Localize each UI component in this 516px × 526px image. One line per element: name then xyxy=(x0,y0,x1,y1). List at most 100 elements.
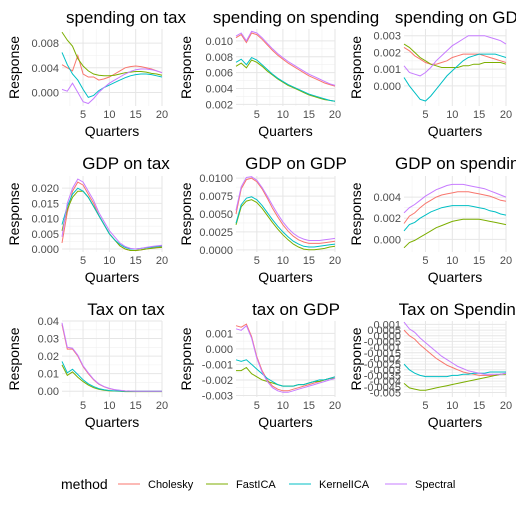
x-tick-label: 10 xyxy=(103,255,115,267)
x-tick-label: 10 xyxy=(277,400,289,412)
y-tick-label: 0.000 xyxy=(205,344,233,356)
y-tick-label: 0.002 xyxy=(205,99,233,111)
legend-item-cholesky: Cholesky xyxy=(118,479,194,491)
y-tick-label: 0.020 xyxy=(31,183,59,195)
y-tick-label: -0.0025 xyxy=(364,359,401,371)
panel-title: spending on tax xyxy=(66,8,187,27)
y-tick-label: 0.0025 xyxy=(199,227,233,239)
y-tick-label: 0.0000 xyxy=(199,245,233,257)
y-tick-label: 0.000 xyxy=(373,331,401,343)
x-tick-label: 10 xyxy=(277,255,289,267)
y-tick-label: 0.000 xyxy=(373,81,401,93)
y-tick-label: -0.002 xyxy=(370,353,401,365)
series-line-cholesky xyxy=(235,32,336,87)
panel-9: 5 10 15 20-0.005-0.0045-0.004-0.0035-0.003-… xyxy=(348,300,516,430)
x-tick-label: 20 xyxy=(156,109,168,121)
x-tick-label: 15 xyxy=(473,400,485,412)
x-tick-label: 20 xyxy=(329,400,341,412)
legend-label: KernelICA xyxy=(319,479,370,491)
legend-item-spectral: Spectral xyxy=(385,479,455,491)
y-tick-label: 0.02 xyxy=(38,351,59,363)
y-tick-label: 0.000 xyxy=(31,87,59,99)
panel-title: spending on spending xyxy=(213,8,379,27)
y-tick-label: 0.005 xyxy=(31,229,59,241)
y-tick-label: 0.03 xyxy=(38,334,59,346)
x-axis-label: Quarters xyxy=(258,269,312,285)
x-axis-label: Quarters xyxy=(428,414,482,430)
y-tick-label: -0.0005 xyxy=(364,336,401,348)
series-line-cholesky xyxy=(403,46,507,65)
series-line-spectral xyxy=(235,324,336,393)
y-tick-label: 0.008 xyxy=(31,38,59,50)
panel-8: 5 10 15 20 -0.003 -0.002 -0.001 0.000 0.001 tax o… xyxy=(178,300,341,430)
y-tick-label: 0.004 xyxy=(373,192,401,204)
x-tick-label: 20 xyxy=(329,255,341,267)
y-tick-label: -0.003 xyxy=(202,390,233,402)
y-tick-label: -0.003 xyxy=(370,365,401,377)
y-tick-label: 0.04 xyxy=(38,316,59,328)
x-axis-label: Quarters xyxy=(85,123,139,139)
series-line-fastica xyxy=(61,31,163,77)
panel-title: Tax on tax xyxy=(87,300,165,319)
x-tick-label: 15 xyxy=(473,255,485,267)
legend-label: Spectral xyxy=(415,479,455,491)
y-tick-label: -0.0035 xyxy=(364,370,401,382)
panel-title: GDP on spending xyxy=(395,154,516,173)
x-tick-label: 20 xyxy=(156,255,168,267)
series-line-spectral xyxy=(235,176,336,241)
panel-title: spending on GDP xyxy=(395,8,516,27)
x-tick-label: 15 xyxy=(130,109,142,121)
x-tick-label: 15 xyxy=(130,255,142,267)
series-line-spectral xyxy=(61,178,163,250)
x-tick-label: 5 xyxy=(422,400,428,412)
x-tick-label: 20 xyxy=(156,400,168,412)
series-line-cholesky xyxy=(235,177,336,244)
panel-4: 5 10 15 20 0.000 0.005 0.010 0.015 0.020 GDP on t… xyxy=(6,154,170,285)
y-tick-label: 0.01 xyxy=(38,369,59,381)
y-tick-label: 0.015 xyxy=(31,198,59,210)
series-line-spectral xyxy=(403,321,507,375)
x-axis-label: Quarters xyxy=(85,269,139,285)
x-tick-label: 5 xyxy=(422,109,428,121)
y-tick-label: -0.0045 xyxy=(364,382,401,394)
x-tick-label: 5 xyxy=(254,255,260,267)
series-line-kernelica xyxy=(403,205,507,232)
panel-title: tax on GDP xyxy=(252,300,340,319)
y-tick-label: 0.0100 xyxy=(199,173,233,185)
panel-title: GDP on tax xyxy=(82,154,170,173)
y-tick-label: -0.001 xyxy=(370,342,401,354)
series-line-cholesky xyxy=(403,329,507,376)
y-tick-label: 0.000 xyxy=(31,244,59,256)
x-axis-label: Quarters xyxy=(258,123,312,139)
series-line-spectral xyxy=(61,68,163,105)
y-axis-label: Response xyxy=(178,327,194,390)
y-tick-label: 0.010 xyxy=(31,214,59,226)
y-tick-label: 0.006 xyxy=(205,68,233,80)
x-axis-label: Quarters xyxy=(428,269,482,285)
panel-title: GDP on GDP xyxy=(245,154,347,173)
x-tick-label: 15 xyxy=(130,400,142,412)
legend: method Cholesky FastICA KernelICA Spectral xyxy=(61,476,455,492)
x-tick-label: 10 xyxy=(277,109,289,121)
panel-7: 5 10 15 20 0.00 0.01 0.02 0.03 0.04 Tax on tax Qua… xyxy=(6,300,168,430)
y-axis-label: Response xyxy=(348,327,364,390)
series-line-fastica xyxy=(403,373,506,391)
x-tick-label: 5 xyxy=(422,255,428,267)
y-tick-label: -0.004 xyxy=(370,376,401,388)
series-line-spectral xyxy=(403,183,507,214)
x-tick-label: 15 xyxy=(473,109,485,121)
y-tick-label: 0.004 xyxy=(31,63,59,75)
y-tick-label: 0.0005 xyxy=(367,325,401,337)
y-axis-label: Response xyxy=(178,36,194,99)
x-tick-label: 5 xyxy=(254,109,260,121)
y-tick-label: 0.010 xyxy=(205,36,233,48)
legend-item-fastica: FastICA xyxy=(206,479,276,491)
series-line-kernelica xyxy=(403,363,506,378)
x-tick-label: 20 xyxy=(500,255,512,267)
series-line-fastica xyxy=(403,43,507,68)
y-tick-label: 0.008 xyxy=(205,52,233,64)
legend-item-kernelica: KernelICA xyxy=(289,479,370,491)
panel-title: Tax on Spending xyxy=(399,300,516,319)
y-axis-label: Response xyxy=(6,182,22,245)
series-line-kernelica xyxy=(235,359,336,387)
